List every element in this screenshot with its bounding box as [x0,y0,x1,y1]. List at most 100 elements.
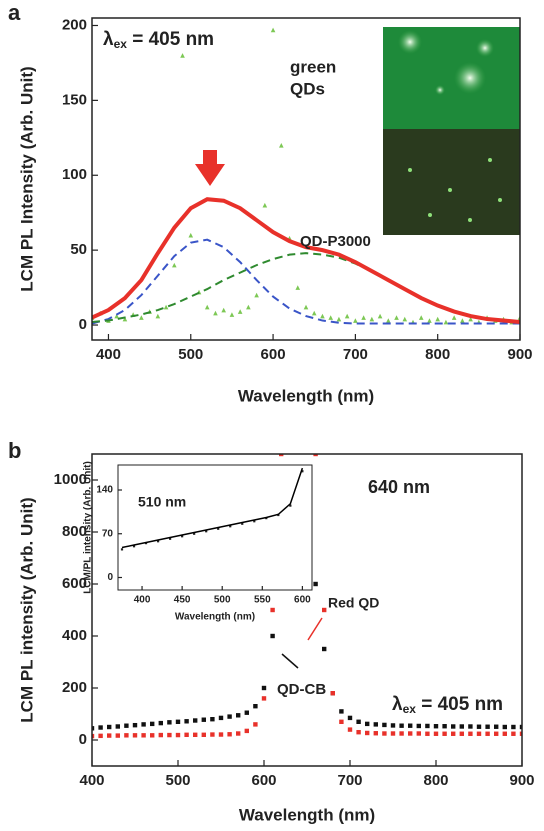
marker [167,732,172,738]
marker [175,732,181,738]
marker [336,316,342,322]
marker [92,733,95,739]
marker [344,313,350,319]
y-tick-label: 1000 [54,471,87,488]
x-tick-label: 450 [174,595,191,606]
marker [205,530,208,533]
marker [218,715,224,721]
marker [322,607,327,613]
y-tick-label: 140 [96,485,113,496]
marker [476,724,482,729]
marker [460,318,465,323]
marker [229,525,232,528]
y-axis-title: LCM PL Intensity (Arb. Unit) [17,66,36,291]
axes-frame [91,17,521,341]
marker [399,731,404,736]
marker [237,309,243,314]
marker [511,724,516,730]
marker [270,27,276,33]
x-tick-label: 700 [337,772,362,789]
marker [229,312,235,317]
marker [253,722,258,727]
marker [261,696,267,701]
marker [227,732,232,737]
marker [193,732,198,737]
x-axis-title: Wavelength (nm) [238,386,374,405]
marker [150,733,155,738]
marker [451,315,457,320]
marker [502,731,507,736]
lambda-subscript: ex [114,37,128,51]
marker [115,724,120,729]
y-tick-label: 0 [79,316,87,333]
marker [459,724,464,729]
series-line [92,197,520,325]
marker [210,717,215,722]
marker [373,731,378,736]
x-tick-label: 800 [423,772,448,789]
marker [433,731,439,736]
marker [236,713,241,718]
y-tick-label: 0 [79,731,87,748]
marker [443,319,449,325]
annotation: 640 nm [368,477,430,497]
lambda-label: λex = 405 nm [103,29,214,51]
marker [382,731,387,736]
marker [427,318,432,323]
marker [339,719,344,724]
marker [114,313,119,319]
marker [204,304,210,310]
marker [320,313,325,319]
x-tick-label: 400 [79,772,104,789]
marker [353,318,358,323]
panel-label: b [8,438,21,463]
marker [347,715,353,721]
marker [158,720,163,726]
marker [365,730,370,736]
marker [502,724,507,730]
marker [132,545,136,548]
marker [115,733,120,738]
marker [301,470,304,473]
marker [184,732,189,737]
marker [519,731,522,736]
marker [394,315,399,320]
marker [201,717,206,722]
marker [270,633,275,639]
x-tick-label: 400 [134,595,151,606]
y-tick-label: 200 [62,16,87,33]
plot-area [120,467,304,551]
qd-cb-pointer [281,653,299,669]
marker [163,304,169,310]
marker [511,731,516,736]
axes-frame [91,453,523,767]
marker [408,731,413,736]
micrograph [383,27,520,235]
y-tick-label: 150 [62,91,87,108]
marker [442,731,447,736]
marker [156,540,160,543]
marker [98,725,103,730]
x-tick-label: 550 [254,595,271,606]
lambda-symbol: λ [392,694,403,715]
annotation: QDs [290,79,325,98]
marker [218,732,224,737]
y-tick-label: 0 [107,572,113,583]
marker [246,304,251,310]
marker [289,504,292,507]
lambda-symbol: λ [103,29,114,50]
marker [382,722,387,728]
annotation: QD-P3000 [300,233,371,250]
marker [468,316,473,322]
x-tick-label: 600 [261,346,286,363]
marker [416,723,421,729]
marker [296,270,300,274]
marker [172,262,177,268]
y-axis-title: LCM/PL intensity (Arb. Unit) [83,461,94,594]
marker [180,53,185,58]
plot-area [92,270,522,739]
marker [288,322,292,326]
marker [141,733,146,738]
peak-arrow [195,150,225,186]
annotation: Red QD [328,595,379,611]
